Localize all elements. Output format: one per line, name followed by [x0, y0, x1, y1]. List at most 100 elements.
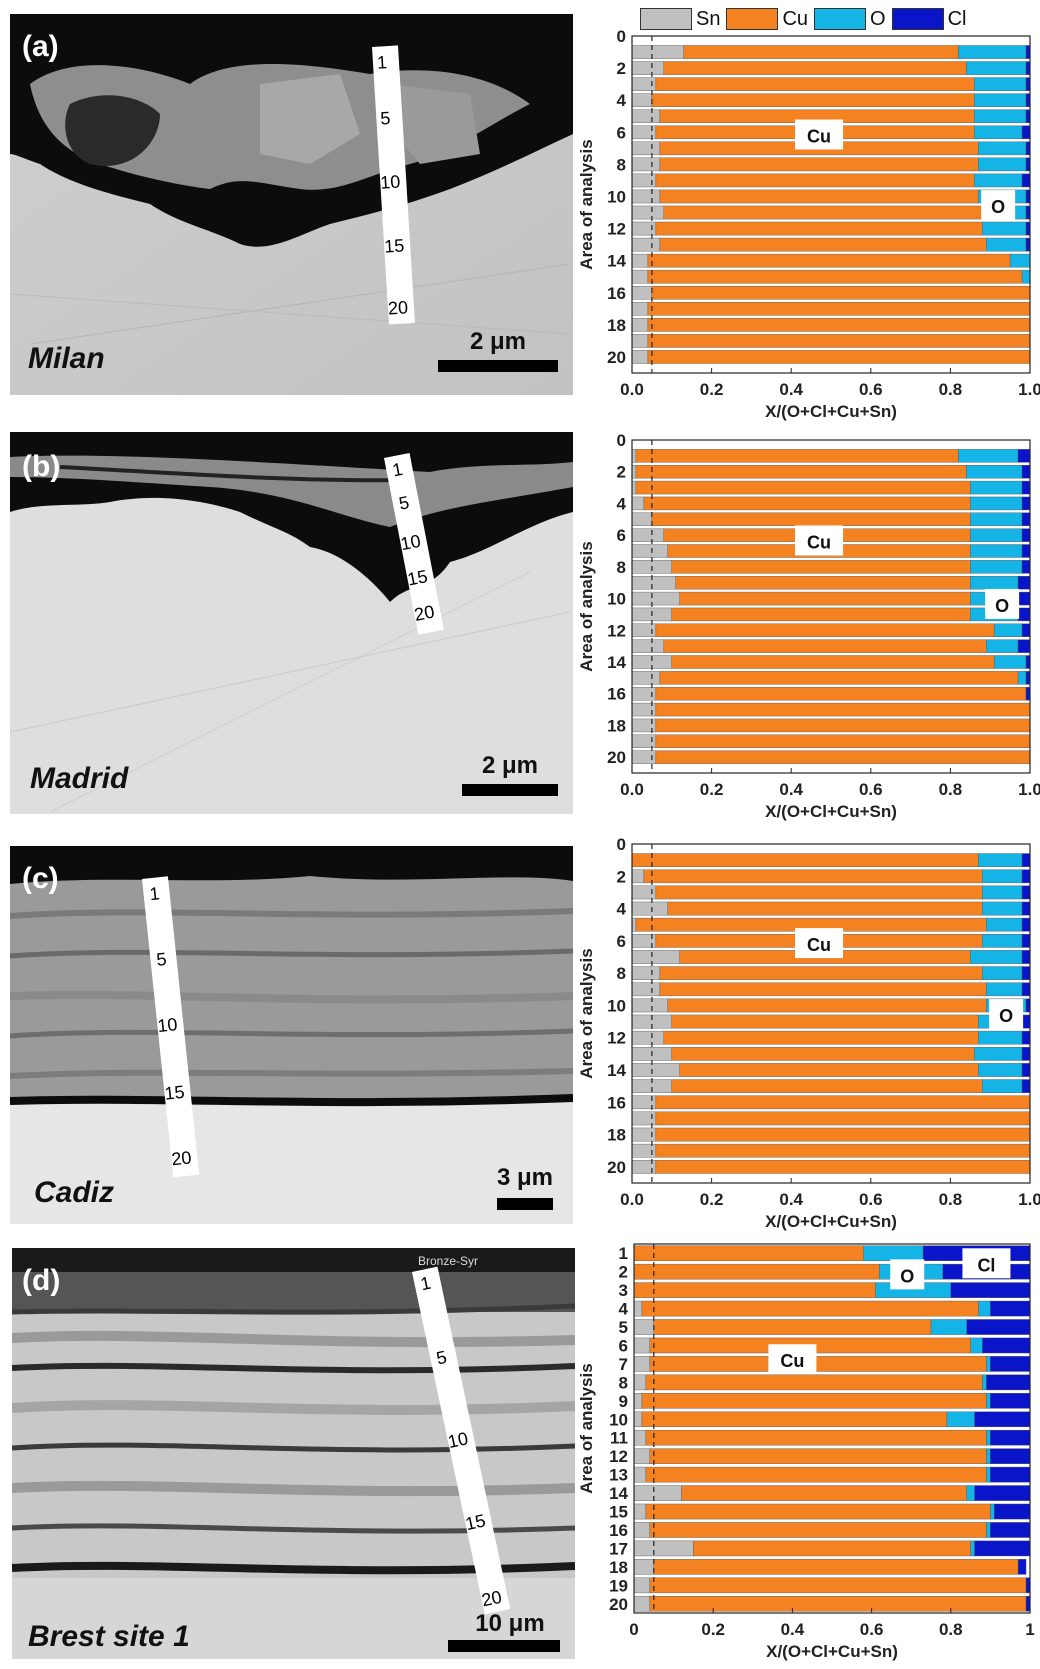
x-axis-label: X/(O+Cl+Cu+Sn): [765, 1212, 897, 1231]
bar-cl-8: [986, 1374, 1031, 1391]
annotation-label: Cu: [780, 1351, 804, 1371]
bar-o-14: [978, 1063, 1023, 1077]
bar-sn-4: [631, 901, 669, 916]
bar-cu-13: [663, 639, 987, 653]
bar-cu-13: [659, 237, 987, 252]
bar-cl-8: [1021, 560, 1031, 574]
legend-swatch-o: [814, 8, 867, 30]
bar-o-6: [982, 934, 1023, 948]
bar-cl-9: [1021, 173, 1031, 188]
bar-cl-2: [1021, 465, 1031, 479]
annotation-label: O: [999, 1006, 1013, 1026]
linescan-tick-10: 10: [156, 1014, 179, 1037]
legend-swatch-cl: [891, 8, 944, 30]
bar-cl-14: [974, 1485, 1031, 1501]
bar-o-15: [982, 1079, 1023, 1093]
bar-o-12: [986, 1448, 991, 1464]
panel-letter-a: (a): [22, 30, 59, 63]
site-label-cadiz: Cadiz: [34, 1176, 115, 1209]
bar-o-1: [958, 45, 1027, 59]
annotation-box: [989, 999, 1024, 1030]
bar-sn-1: [631, 45, 684, 59]
x-tick-label: 0.8: [939, 380, 963, 399]
bar-o-7: [970, 950, 1023, 964]
bar-chart-madrid: 0.0 0.2 0.4 0.6 0.8 1.0 0 2 4 6 8 10 12 14 16 18 20 X/(O+…: [577, 431, 1040, 821]
bar-sn-8: [631, 157, 661, 172]
x-tick-label: 0.0: [620, 780, 644, 799]
bar-o-16: [986, 1522, 991, 1538]
bar-o-1: [958, 449, 1019, 463]
bar-cu-3: [655, 885, 983, 900]
bar-cl-7: [1021, 950, 1031, 964]
bar-cu-13: [671, 1047, 975, 1061]
bar-cu-8: [671, 560, 971, 574]
y-tick-label: 18: [607, 316, 626, 335]
bar-cu-5: [653, 1319, 932, 1335]
annotation-label: O: [995, 596, 1009, 616]
plot-frame: [631, 439, 1031, 774]
scale-label-a: 2 μm: [469, 328, 527, 355]
annotation-label: O: [900, 1266, 914, 1286]
bar-cu-12: [649, 1448, 987, 1464]
bar-cu-8: [659, 157, 979, 172]
bar-sn-18: [631, 318, 649, 332]
legend-item-cl: Cl: [891, 7, 967, 31]
annotation-box: [768, 1344, 817, 1375]
bar-sn-13: [631, 639, 665, 653]
x-tick-label: 0.6: [859, 1190, 883, 1209]
bar-cl-14: [1021, 1063, 1031, 1077]
y-tick-label: 4: [617, 494, 627, 513]
bar-sn-14: [631, 253, 649, 268]
y-tick-label: 16: [607, 1093, 626, 1112]
panel-letter-d: (d): [22, 1264, 61, 1297]
bar-sn-19: [631, 334, 649, 348]
bar-o-14: [1009, 253, 1031, 268]
bar-cu-3: [655, 77, 975, 91]
bar-cu-19: [649, 1577, 1027, 1594]
bar-cl-5: [1021, 917, 1031, 932]
bar-sn-10: [633, 1411, 643, 1428]
y-tick-label: 0: [617, 835, 626, 854]
y-tick-label: 16: [609, 1521, 628, 1540]
bar-cu-12: [663, 1030, 979, 1045]
linescan-tick-5: 5: [155, 948, 168, 970]
bar-cu-4: [643, 496, 971, 511]
y-tick-label: 8: [619, 1373, 628, 1392]
bar-cu-20: [649, 1596, 1027, 1612]
bar-cl-11: [1021, 1014, 1031, 1029]
bar-cu-5: [651, 512, 971, 526]
bar-cl-5: [966, 1319, 1031, 1335]
bar-cl-11: [1017, 607, 1031, 622]
y-tick-label: 7: [619, 1355, 628, 1374]
bar-cu-19: [647, 334, 1031, 348]
linescan-tick-15: 15: [383, 235, 405, 257]
scale-label-b: 2 μm: [481, 752, 539, 779]
bar-cu-2: [633, 1263, 880, 1280]
bar-sn-13: [633, 1466, 647, 1483]
x-tick-label: 0.4: [779, 1190, 803, 1209]
bar-cu-10: [667, 998, 987, 1013]
bar-o-10: [946, 1411, 975, 1428]
bar-cl-9: [1017, 576, 1031, 590]
bar-cu-19: [655, 1143, 1031, 1158]
y-tick-label: 16: [607, 685, 626, 704]
linescan-tick-15: 15: [405, 566, 430, 590]
x-tick-label: 0.8: [939, 1620, 963, 1639]
bar-cl-4: [1021, 496, 1031, 511]
bar-cl-10: [974, 1411, 1031, 1428]
legend-label-cl: Cl: [947, 7, 967, 30]
bar-o-4: [974, 93, 1027, 107]
linescan-tick-5: 5: [434, 1346, 449, 1369]
bar-sn-9: [631, 982, 661, 997]
bar-cu-2: [643, 869, 983, 884]
linescan-tick-20: 20: [170, 1147, 193, 1170]
bar-o-13: [986, 639, 1019, 653]
bar-cl-6: [982, 1337, 1031, 1354]
bar-chart-cadiz: 0.0 0.2 0.4 0.6 0.8 1.0 0 2 4 6 8 10 12 14 16 18 20 X/(O+…: [577, 835, 1040, 1231]
y-tick-label: 18: [609, 1558, 628, 1577]
linescan-tick-20: 20: [387, 297, 409, 319]
x-tick-label: 0.6: [859, 380, 883, 399]
bar-cl-6: [1021, 125, 1031, 140]
bar-cu-9: [675, 576, 971, 590]
bar-o-13: [986, 237, 1027, 252]
